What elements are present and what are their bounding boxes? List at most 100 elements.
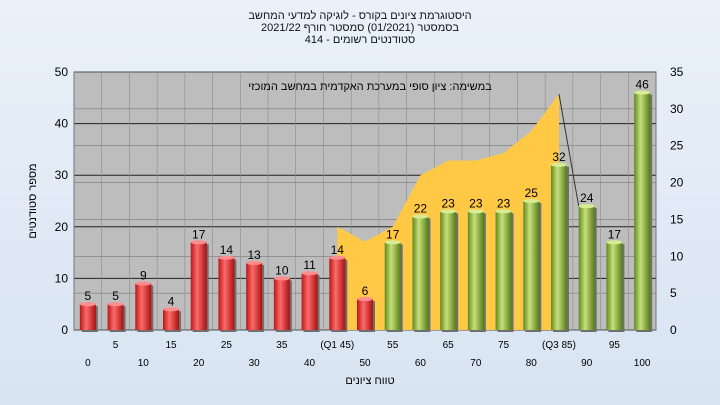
bar <box>357 299 373 330</box>
y-right-tick-label: 25 <box>670 139 684 153</box>
data-label: 23 <box>441 196 455 210</box>
x-tick-label-lower: 50 <box>359 358 371 369</box>
y-right-tick-label: 30 <box>670 102 684 116</box>
bar-cap <box>79 302 96 307</box>
bar <box>246 262 263 330</box>
chart-title-line-3: סטודנטים רשומים - 414 <box>304 34 416 46</box>
data-label: 4 <box>168 294 175 308</box>
x-tick-label-lower: 60 <box>415 358 427 369</box>
band-edge-line <box>558 94 580 207</box>
data-label: 17 <box>386 227 400 241</box>
y-left-tick-label: 0 <box>61 323 68 337</box>
bar <box>107 304 124 330</box>
data-label: 6 <box>362 284 369 298</box>
x-tick-label-upper: 35 <box>276 340 288 351</box>
bar <box>412 216 429 330</box>
bar-cap <box>218 255 235 260</box>
bar <box>329 257 346 330</box>
x-tick-label-upper: 75 <box>498 340 510 351</box>
y-left-tick-label: 50 <box>55 65 69 79</box>
data-label: 5 <box>85 289 92 303</box>
bar-cap <box>551 162 567 167</box>
data-label: 32 <box>552 150 566 164</box>
x-tick-label-lower: 70 <box>470 358 482 369</box>
bar-cap <box>523 199 540 203</box>
data-label: 23 <box>497 196 511 210</box>
x-tick-label-lower: 10 <box>138 358 150 369</box>
bar-cap <box>384 240 401 245</box>
bar <box>440 211 457 330</box>
bar <box>163 309 179 330</box>
bar <box>79 304 96 330</box>
y-left-tick-label: 20 <box>55 220 69 234</box>
x-tick-label-upper: (Q1 45) <box>320 340 354 351</box>
data-label: 9 <box>140 269 147 283</box>
y-left-tick-label: 30 <box>55 168 69 182</box>
bar-cap <box>467 209 484 214</box>
bar <box>634 92 651 330</box>
x-tick-label-upper: 5 <box>113 340 119 351</box>
y-right-tick-label: 5 <box>670 286 677 300</box>
chart-title-line-2: בסמסטר (01/2021) סמסטר חורף 2021/22 <box>260 22 460 34</box>
bar-cap <box>357 297 373 302</box>
x-tick-label-lower: 0 <box>85 358 91 369</box>
bar <box>273 278 290 330</box>
bar-cap <box>329 255 346 260</box>
x-axis-title: טווח ציונים <box>345 375 394 387</box>
x-tick-label-upper: (Q3 85) <box>542 340 576 351</box>
x-tick-label-lower: 20 <box>193 358 205 369</box>
data-label: 5 <box>112 289 119 303</box>
y-left-tick-label: 10 <box>55 271 69 285</box>
chart-title: היסטוגרמת ציונים בקורס - לוגיקה למדעי המ… <box>0 10 720 46</box>
data-label: 11 <box>303 258 316 272</box>
bar <box>495 211 512 330</box>
bar-cap <box>301 271 318 276</box>
bar <box>551 164 567 330</box>
y-right-tick-label: 35 <box>670 65 684 79</box>
bar-cap <box>135 281 152 286</box>
data-label: 25 <box>525 186 539 200</box>
data-label: 17 <box>608 227 622 241</box>
bar-cap <box>273 276 290 281</box>
y-axis-title: מספר סטודנטים <box>27 163 39 238</box>
bar <box>606 242 623 330</box>
x-tick-label-upper: 15 <box>165 340 177 351</box>
data-label: 24 <box>580 191 594 205</box>
y-right-tick-label: 10 <box>670 249 684 263</box>
x-tick-label-upper: 65 <box>443 340 455 351</box>
bar <box>190 242 207 330</box>
bar-cap <box>190 240 207 245</box>
bar-cap <box>107 302 124 307</box>
bar-cap <box>163 307 179 312</box>
bar <box>218 257 235 330</box>
y-right-tick-label: 0 <box>670 323 677 337</box>
x-tick-label-upper: 55 <box>387 340 399 351</box>
bar-cap <box>495 209 512 214</box>
x-tick-label-lower: 90 <box>581 358 593 369</box>
x-tick-label-lower: 100 <box>634 358 651 369</box>
data-label: 10 <box>275 263 289 277</box>
x-tick-label-upper: 95 <box>609 340 621 351</box>
bar-cap <box>246 260 263 265</box>
y-right-tick-label: 15 <box>670 212 684 226</box>
x-tick-label-lower: 80 <box>526 358 538 369</box>
bar <box>301 273 318 330</box>
data-label: 14 <box>220 243 234 257</box>
data-label: 22 <box>414 201 428 215</box>
chart-title-line-1: היסטוגרמת ציונים בקורס - לוגיקה למדעי המ… <box>248 10 472 22</box>
bar <box>467 211 484 330</box>
x-tick-label-upper: 25 <box>221 340 233 351</box>
data-label: 14 <box>331 243 345 257</box>
bar <box>135 283 152 330</box>
data-label: 23 <box>469 196 483 210</box>
bar-cap <box>606 240 623 245</box>
y-left-tick-label: 40 <box>55 117 69 131</box>
data-label: 13 <box>247 248 261 262</box>
bar <box>523 201 540 330</box>
bar-cap <box>578 204 595 209</box>
bar-cap <box>412 214 429 219</box>
data-label: 17 <box>192 227 206 241</box>
x-tick-label-lower: 40 <box>304 358 316 369</box>
chart-annotation: במשימה: ציון סופי במערכת האקדמית במחשב ה… <box>248 81 492 93</box>
bar <box>578 206 595 330</box>
